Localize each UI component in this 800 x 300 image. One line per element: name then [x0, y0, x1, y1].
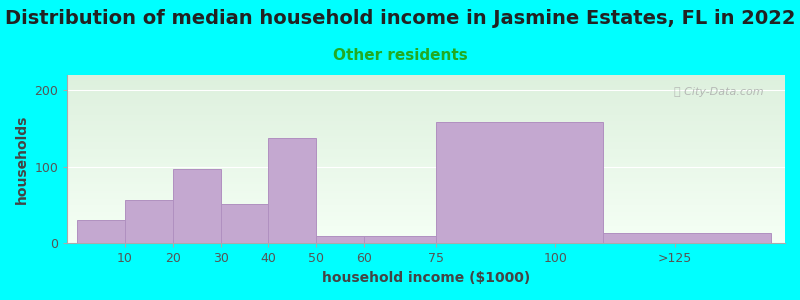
Bar: [67, 182, 785, 184]
Bar: [67, 164, 785, 166]
Bar: [603, 233, 770, 243]
Bar: [67, 174, 785, 176]
Bar: [67, 187, 785, 189]
Bar: [67, 170, 785, 172]
Bar: [67, 197, 785, 199]
Bar: [67, 119, 785, 121]
Bar: [67, 128, 785, 130]
Bar: [316, 236, 364, 243]
Bar: [67, 218, 785, 220]
X-axis label: household income ($1000): household income ($1000): [322, 271, 530, 285]
Bar: [67, 92, 785, 94]
Bar: [67, 100, 785, 102]
Text: Distribution of median household income in Jasmine Estates, FL in 2022: Distribution of median household income …: [5, 9, 795, 28]
Bar: [67, 161, 785, 164]
Bar: [67, 153, 785, 155]
Bar: [67, 138, 785, 140]
Bar: [67, 113, 785, 115]
Bar: [67, 94, 785, 96]
Bar: [67, 102, 785, 104]
Bar: [67, 77, 785, 79]
Bar: [67, 206, 785, 208]
Bar: [67, 237, 785, 239]
Bar: [67, 235, 785, 237]
Bar: [67, 75, 785, 77]
Bar: [67, 172, 785, 174]
Bar: [67, 216, 785, 218]
Bar: [67, 134, 785, 136]
Bar: [67, 176, 785, 178]
Bar: [268, 138, 316, 243]
Bar: [67, 147, 785, 149]
Bar: [67, 121, 785, 123]
Bar: [67, 83, 785, 85]
Bar: [67, 140, 785, 142]
Bar: [67, 136, 785, 138]
Bar: [67, 195, 785, 197]
Bar: [67, 178, 785, 180]
Bar: [67, 88, 785, 90]
Bar: [67, 210, 785, 212]
Bar: [67, 98, 785, 100]
Bar: [77, 220, 125, 243]
Bar: [67, 151, 785, 153]
Bar: [67, 233, 785, 235]
Bar: [67, 214, 785, 216]
Bar: [67, 208, 785, 210]
Bar: [364, 236, 436, 243]
Bar: [67, 149, 785, 151]
Bar: [67, 193, 785, 195]
Bar: [67, 130, 785, 132]
Bar: [67, 168, 785, 170]
Bar: [67, 142, 785, 145]
Bar: [67, 231, 785, 233]
Y-axis label: households: households: [15, 115, 29, 204]
Text: Other residents: Other residents: [333, 48, 467, 63]
Bar: [436, 122, 603, 243]
Bar: [67, 191, 785, 193]
Bar: [67, 229, 785, 231]
Bar: [67, 115, 785, 117]
Bar: [67, 106, 785, 109]
Bar: [221, 204, 268, 243]
Bar: [67, 220, 785, 222]
Bar: [67, 203, 785, 206]
Bar: [67, 81, 785, 83]
Bar: [125, 200, 173, 243]
Bar: [67, 155, 785, 157]
Bar: [67, 239, 785, 241]
Bar: [67, 241, 785, 243]
Bar: [67, 224, 785, 226]
Text: ⓘ City-Data.com: ⓘ City-Data.com: [674, 87, 763, 97]
Bar: [67, 226, 785, 229]
Bar: [67, 90, 785, 92]
Bar: [67, 125, 785, 128]
Bar: [67, 109, 785, 111]
Bar: [67, 132, 785, 134]
Bar: [67, 157, 785, 159]
Bar: [67, 199, 785, 201]
Bar: [67, 159, 785, 161]
Bar: [67, 212, 785, 214]
Bar: [173, 169, 221, 243]
Bar: [67, 145, 785, 147]
Bar: [67, 79, 785, 81]
Bar: [67, 222, 785, 224]
Bar: [67, 184, 785, 187]
Bar: [67, 85, 785, 88]
Bar: [67, 104, 785, 106]
Bar: [67, 201, 785, 203]
Bar: [67, 180, 785, 182]
Bar: [67, 189, 785, 191]
Bar: [67, 96, 785, 98]
Bar: [67, 123, 785, 125]
Bar: [67, 166, 785, 168]
Bar: [67, 117, 785, 119]
Bar: [67, 111, 785, 113]
